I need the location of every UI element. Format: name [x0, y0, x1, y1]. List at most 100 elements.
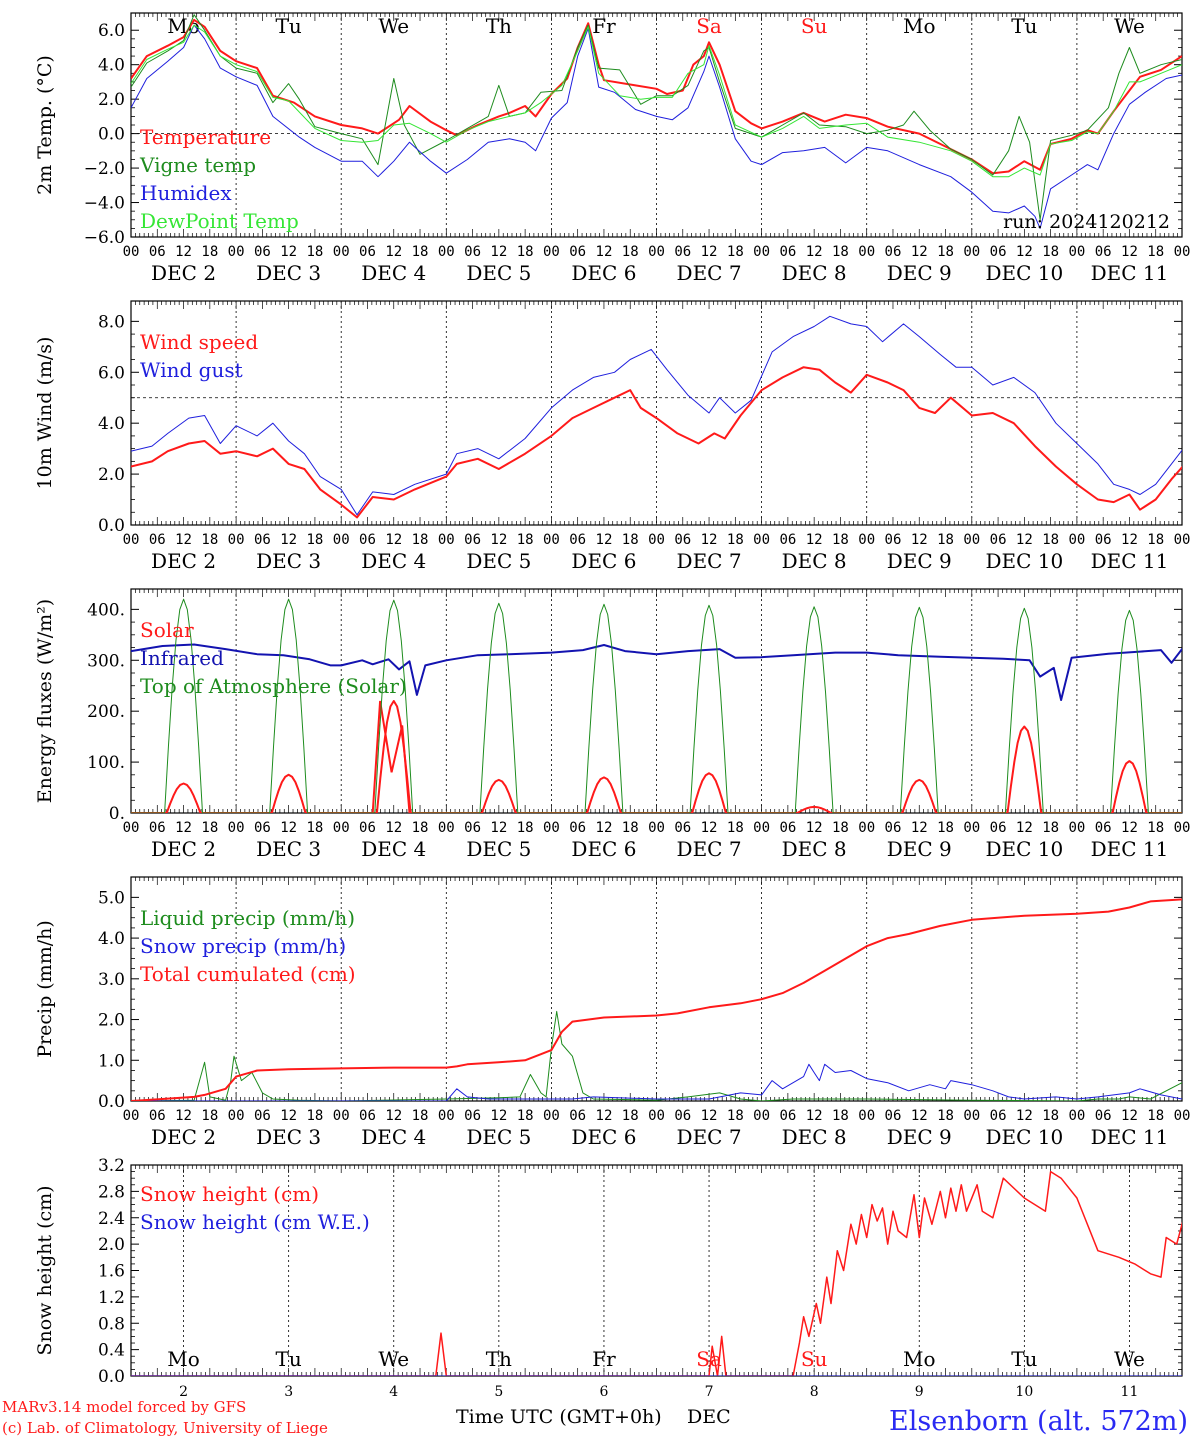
y-tick-label: 200.: [87, 702, 125, 722]
weekday-label: Mo: [903, 14, 936, 38]
weekday-label: We: [378, 1347, 409, 1371]
x-hour-label: 12: [385, 1108, 402, 1124]
x-hour-label: 00: [963, 244, 980, 260]
y-tick-label: −2.0: [84, 159, 125, 179]
x-hour-label: 00: [123, 244, 140, 260]
series-line-snow-height-cm-: [131, 1170, 1182, 1376]
weekday-label: Sa: [696, 14, 722, 38]
y-axis-label: Snow height (cm): [34, 1185, 56, 1355]
x-date-label: DEC 4: [361, 1125, 426, 1149]
x-hour-label: 06: [885, 820, 902, 836]
day-number-label: 6: [599, 1384, 608, 1400]
weekday-label: Mo: [903, 1347, 936, 1371]
x-hour-label: 06: [885, 1108, 902, 1124]
x-hour-label: 00: [858, 820, 875, 836]
x-hour-label: 18: [832, 244, 849, 260]
x-date-label: DEC 6: [571, 1125, 636, 1149]
x-hour-label: 06: [779, 532, 796, 548]
day-number-label: 11: [1121, 1384, 1139, 1400]
x-hour-label: 12: [490, 244, 507, 260]
x-hour-label: 18: [622, 820, 639, 836]
y-axis-label: 10m Wind (m/s): [34, 337, 56, 490]
x-date-label: DEC 6: [571, 549, 636, 573]
legend-entry: Humidex: [140, 181, 232, 205]
x-hour-label: 00: [1174, 532, 1191, 548]
x-hour-label: 18: [727, 820, 744, 836]
y-tick-label: 300.: [87, 651, 125, 671]
legend-entry: Infrared: [140, 646, 224, 670]
x-hour-label: 12: [385, 820, 402, 836]
x-hour-label: 00: [1174, 244, 1191, 260]
weekday-label: Mo: [167, 1347, 200, 1371]
x-hour-label: 18: [412, 532, 429, 548]
plot-area: [131, 1170, 1182, 1376]
weekday-label: We: [378, 14, 409, 38]
x-hour-label: 12: [701, 244, 718, 260]
x-hour-label: 00: [1174, 1108, 1191, 1124]
x-hour-label: 12: [596, 244, 613, 260]
x-hour-label: 00: [1068, 1108, 1085, 1124]
x-hour-label: 06: [149, 244, 166, 260]
day-number-label: 3: [284, 1384, 293, 1400]
x-hour-label: 00: [1068, 820, 1085, 836]
x-date-label: DEC 7: [677, 1125, 742, 1149]
x-hour-label: 00: [123, 1108, 140, 1124]
y-tick-label: 6.0: [98, 21, 125, 41]
x-hour-label: 12: [1121, 820, 1138, 836]
weekday-label: We: [1114, 1347, 1145, 1371]
x-hour-label: 06: [1095, 1108, 1112, 1124]
x-hour-label: 00: [228, 532, 245, 548]
x-hour-label: 18: [1147, 1108, 1164, 1124]
x-hour-label: 00: [543, 1108, 560, 1124]
x-hour-label: 00: [648, 532, 665, 548]
x-date-label: DEC 5: [466, 1125, 531, 1149]
x-date-label: DEC 2: [151, 261, 216, 285]
weekday-label: Su: [801, 14, 828, 38]
x-hour-label: 18: [832, 532, 849, 548]
weekday-label: Tu: [1011, 1347, 1037, 1371]
x-date-label: DEC 2: [151, 549, 216, 573]
credit-line-1: MARv3.14 model forced by GFS: [2, 1398, 246, 1416]
x-hour-label: 18: [937, 820, 954, 836]
y-tick-label: 2.8: [98, 1182, 125, 1202]
x-date-label: DEC 3: [256, 549, 321, 573]
y-tick-label: 100.: [87, 753, 125, 773]
x-hour-label: 00: [333, 820, 350, 836]
x-hour-label: 12: [385, 532, 402, 548]
x-date-label: DEC 8: [782, 261, 847, 285]
y-tick-label: 5.0: [98, 888, 125, 908]
series-line-total-cumulated-cm-: [131, 898, 1182, 1101]
legend-entry: Top of Atmosphere (Solar): [140, 674, 407, 698]
x-hour-label: 18: [1042, 820, 1059, 836]
x-hour-label: 06: [674, 244, 691, 260]
x-hour-label: 12: [806, 820, 823, 836]
x-axis-label: Time UTC (GMT+0h): [456, 1406, 662, 1428]
x-hour-label: 00: [438, 244, 455, 260]
y-tick-label: 2.4: [98, 1209, 125, 1229]
x-hour-label: 18: [306, 820, 323, 836]
y-tick-label: 1.2: [98, 1288, 125, 1308]
y-axis-label: Energy fluxes (W/m²): [34, 599, 56, 803]
x-hour-label: 18: [306, 532, 323, 548]
y-tick-label: 3.2: [98, 1156, 125, 1176]
x-hour-label: 12: [596, 1108, 613, 1124]
x-hour-label: 18: [622, 532, 639, 548]
series-line-infrared: [131, 643, 1182, 701]
x-hour-label: 18: [306, 1108, 323, 1124]
series-line-solar: [131, 700, 1182, 813]
x-hour-label: 12: [1121, 1108, 1138, 1124]
x-hour-label: 00: [753, 1108, 770, 1124]
panel-energy: 0. 100. 200. 300. 400. Energy fluxes (W/m²) 00…: [34, 588, 1190, 861]
y-tick-label: 3.0: [98, 970, 125, 990]
x-hour-label: 00: [963, 532, 980, 548]
x-hour-label: 00: [648, 1108, 665, 1124]
x-hour-label: 00: [543, 532, 560, 548]
weekday-label: Fr: [592, 14, 616, 38]
day-number-label: 5: [494, 1384, 503, 1400]
x-date-label: DEC 5: [466, 837, 531, 861]
x-hour-label: 00: [333, 532, 350, 548]
y-tick-label: 0.0: [98, 1367, 125, 1387]
x-hour-label: 00: [753, 244, 770, 260]
x-hour-label: 00: [858, 244, 875, 260]
legend-entry: Snow height (cm W.E.): [140, 1210, 370, 1234]
